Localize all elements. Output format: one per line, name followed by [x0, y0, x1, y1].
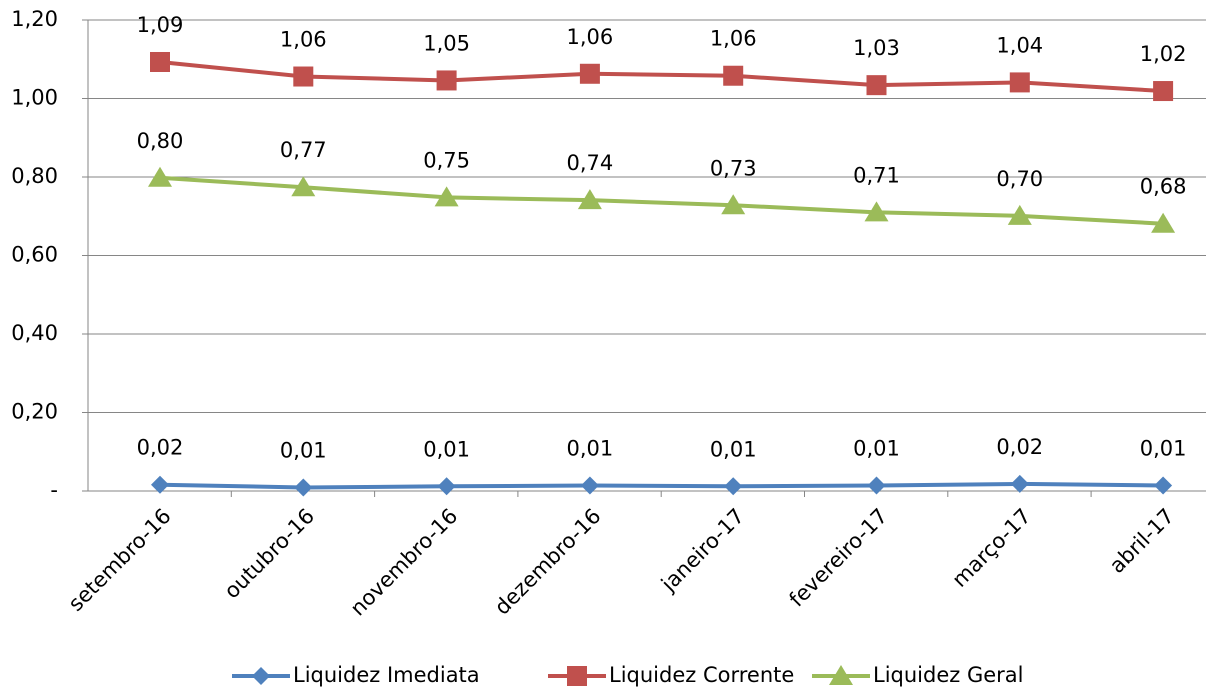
y-tick-label: 0,40 — [11, 321, 58, 345]
data-label: 0,01 — [710, 437, 757, 461]
data-label: 0,02 — [137, 436, 184, 460]
x-tick-label: setembro-16 — [64, 504, 176, 616]
line — [159, 481, 1164, 490]
marker — [723, 65, 744, 86]
legend-label: Liquidez Geral — [873, 663, 1024, 687]
marker — [577, 189, 602, 210]
legend-label: Liquidez Corrente — [609, 663, 794, 687]
x-tick-label: janeiro-17 — [656, 504, 749, 597]
y-tick-label: - — [50, 478, 58, 502]
data-label: 1,03 — [853, 36, 900, 60]
x-tick-label: março-17 — [947, 504, 1035, 592]
marker — [148, 166, 172, 187]
marker — [1009, 72, 1030, 93]
data-label: 1,05 — [423, 31, 470, 55]
marker — [567, 666, 587, 686]
data-label: 1,04 — [996, 33, 1043, 57]
marker — [724, 477, 743, 496]
x-tick-label: abril-17 — [1105, 504, 1179, 578]
marker — [291, 176, 316, 197]
x-tick-label: novembro-16 — [346, 504, 463, 621]
data-label: 0,70 — [996, 167, 1043, 191]
x-tick-label: dezembro-16 — [490, 504, 606, 620]
marker — [293, 66, 314, 87]
data-label: 0,77 — [280, 138, 327, 162]
marker — [580, 476, 599, 495]
x-tick-label: outubro-16 — [220, 504, 320, 604]
data-label: 1,02 — [1140, 42, 1187, 66]
marker — [434, 186, 459, 207]
data-label: 0,73 — [710, 156, 757, 180]
series: 0,80 0,77 0,75 0,74 0,73 0,71 0,70 0,68 — [137, 129, 1187, 233]
marker — [252, 667, 270, 685]
data-label: 0,01 — [567, 437, 614, 461]
data-label: 1,06 — [280, 28, 327, 52]
data-label: 1,09 — [137, 13, 184, 37]
marker — [864, 201, 889, 222]
data-label: 0,01 — [280, 438, 327, 462]
marker — [579, 63, 600, 84]
legend-label: Liquidez Imediata — [293, 663, 480, 687]
marker — [1007, 204, 1032, 225]
marker — [437, 477, 456, 496]
series: 1,09 1,06 1,05 1,06 1,06 1,03 1,04 1,02 — [137, 13, 1187, 102]
marker — [1153, 81, 1174, 102]
line — [159, 175, 1164, 226]
marker — [1151, 212, 1176, 233]
x-tick-label: fevereiro-17 — [785, 504, 893, 612]
data-label: 1,06 — [710, 27, 757, 51]
marker — [721, 194, 746, 215]
y-tick-label: 1,00 — [11, 86, 58, 110]
data-label: 0,02 — [996, 435, 1043, 459]
marker — [866, 75, 887, 96]
data-label: 0,01 — [423, 437, 470, 461]
data-label: 1,06 — [567, 25, 614, 49]
data-label: 0,74 — [567, 151, 614, 175]
data-label: 0,71 — [853, 163, 900, 187]
marker — [151, 475, 169, 494]
marker — [1154, 476, 1173, 495]
y-tick-label: 0,20 — [11, 400, 58, 424]
data-label: 0,01 — [853, 437, 900, 461]
y-tick-label: 1,20 — [11, 7, 58, 31]
marker — [436, 70, 457, 91]
data-label: 0,01 — [1140, 437, 1187, 461]
data-label: 0,68 — [1140, 175, 1187, 199]
data-label: 0,80 — [137, 129, 184, 153]
marker — [867, 476, 886, 495]
line — [159, 60, 1164, 94]
y-tick-label: 0,60 — [11, 243, 58, 267]
series: 0,02 0,01 0,01 0,01 0,01 0,01 0,02 0,01 — [137, 435, 1187, 497]
y-tick-label: 0,80 — [11, 164, 58, 188]
marker — [1010, 474, 1029, 493]
data-label: 0,75 — [423, 148, 470, 172]
marker — [150, 51, 170, 72]
marker — [829, 665, 853, 685]
marker — [294, 478, 313, 497]
